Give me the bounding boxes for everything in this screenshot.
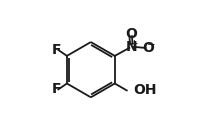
Text: +: + [130,39,139,49]
Text: F: F [51,43,61,57]
Text: O: O [142,41,154,55]
Text: −: − [147,40,156,50]
Text: N: N [126,40,137,54]
Text: O: O [125,26,137,41]
Text: OH: OH [134,83,157,97]
Text: F: F [51,82,61,96]
